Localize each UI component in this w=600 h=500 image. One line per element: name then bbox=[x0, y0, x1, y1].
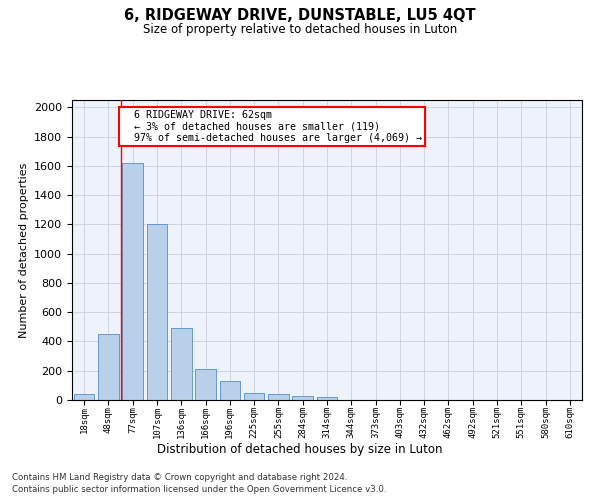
Text: 6, RIDGEWAY DRIVE, DUNSTABLE, LU5 4QT: 6, RIDGEWAY DRIVE, DUNSTABLE, LU5 4QT bbox=[124, 8, 476, 22]
Bar bbox=[98, 334, 119, 400]
Bar bbox=[317, 398, 337, 400]
Bar bbox=[292, 396, 313, 400]
Bar bbox=[74, 394, 94, 400]
Bar bbox=[244, 392, 265, 400]
Bar bbox=[122, 163, 143, 400]
Bar bbox=[195, 370, 216, 400]
Bar bbox=[220, 381, 240, 400]
Text: Size of property relative to detached houses in Luton: Size of property relative to detached ho… bbox=[143, 22, 457, 36]
Text: 6 RIDGEWAY DRIVE: 62sqm
  ← 3% of detached houses are smaller (119)
  97% of sem: 6 RIDGEWAY DRIVE: 62sqm ← 3% of detached… bbox=[122, 110, 422, 144]
Y-axis label: Number of detached properties: Number of detached properties bbox=[19, 162, 29, 338]
Text: Distribution of detached houses by size in Luton: Distribution of detached houses by size … bbox=[157, 442, 443, 456]
Bar bbox=[146, 224, 167, 400]
Text: Contains public sector information licensed under the Open Government Licence v3: Contains public sector information licen… bbox=[12, 485, 386, 494]
Bar bbox=[171, 328, 191, 400]
Text: Contains HM Land Registry data © Crown copyright and database right 2024.: Contains HM Land Registry data © Crown c… bbox=[12, 472, 347, 482]
Bar bbox=[268, 394, 289, 400]
